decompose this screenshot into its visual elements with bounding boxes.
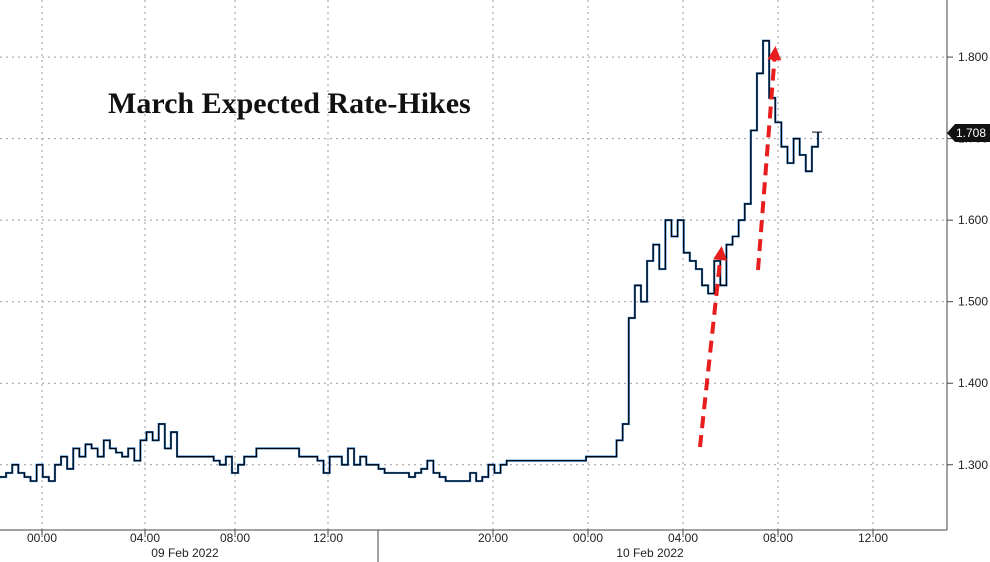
x-tick-label: 04:00 — [668, 531, 698, 545]
x-tick-label: 00:00 — [27, 531, 57, 545]
y-tick-label: 1.600 — [958, 213, 988, 227]
y-tick-label: 1.300 — [958, 458, 988, 472]
y-tick-label: 1.400 — [958, 376, 988, 390]
chart-title: March Expected Rate-Hikes — [108, 87, 471, 120]
date-label-feb-09: 09 Feb 2022 — [151, 546, 219, 560]
x-tick-label: 04:00 — [130, 531, 160, 545]
series-line — [0, 40, 819, 482]
x-tick-label: 12:00 — [313, 531, 343, 545]
x-tick-label: 20:00 — [478, 531, 508, 545]
last-value-label: 1.708 — [956, 126, 986, 140]
annotation-arrows — [698, 46, 782, 448]
last-value-badge: 1.708 — [947, 124, 990, 142]
series-lines — [0, 39, 822, 483]
y-tick-label: 1.800 — [958, 50, 988, 64]
arrow-head-2 — [767, 46, 782, 61]
arrow-shaft-1 — [698, 251, 723, 448]
arrow-shaft-2 — [756, 51, 777, 271]
arrow-head-1 — [713, 246, 728, 261]
last-value-badge-bg — [947, 124, 990, 142]
y-tick-label: 1.500 — [958, 295, 988, 309]
gridlines — [0, 0, 945, 530]
date-label-feb-10: 10 Feb 2022 — [616, 546, 684, 560]
x-tick-label: 08:00 — [220, 531, 250, 545]
x-tick-label: 12:00 — [858, 531, 888, 545]
x-tick-label: 00:00 — [573, 531, 603, 545]
x-tick-label: 08:00 — [763, 531, 793, 545]
